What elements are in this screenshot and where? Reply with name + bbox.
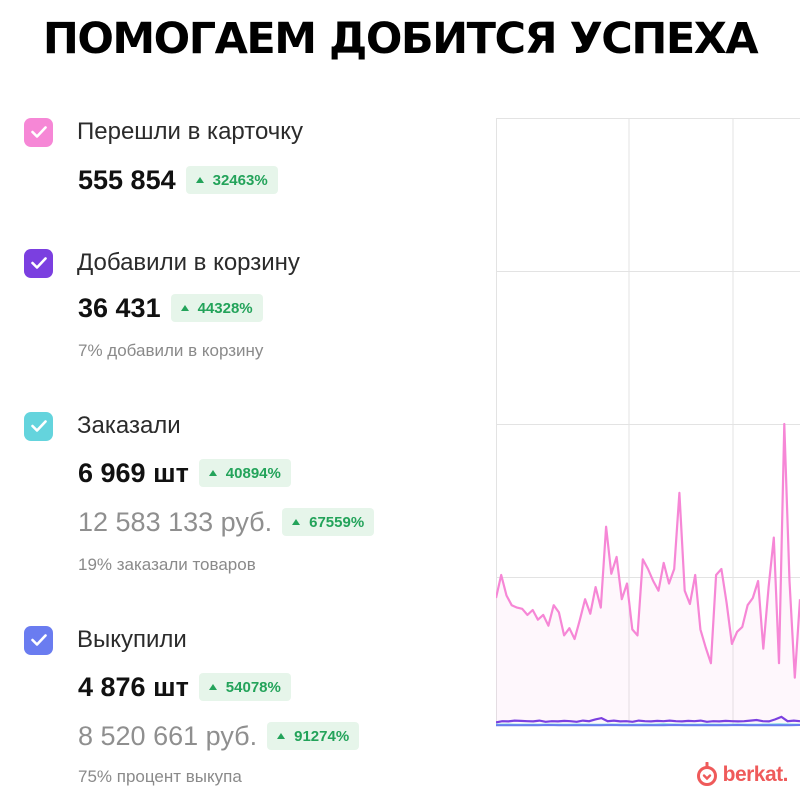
change-badge: 44328%	[170, 294, 263, 322]
brand-name: berkat.	[722, 763, 789, 786]
metric-title: Перешли в карточку	[77, 118, 304, 145]
brand-logo: berkat.	[694, 762, 789, 788]
change-badge: 54078%	[198, 673, 291, 701]
metric-secondary-row: 8 520 661 руб. 91274%	[78, 718, 360, 754]
change-badge: 40894%	[198, 459, 291, 487]
chart-canvas	[494, 118, 800, 727]
metric-title: Заказали	[77, 412, 181, 439]
series-area-card-views	[496, 424, 800, 726]
up-arrow-icon	[208, 470, 217, 476]
checkbox-orders[interactable]	[24, 411, 53, 441]
check-icon	[30, 420, 47, 432]
metric-secondary-value: 12 583 133 руб.	[78, 506, 273, 537]
metric-value-row: 6 969 шт 40894%	[78, 455, 291, 491]
series-line-cart-adds	[495, 715, 800, 724]
change-value: 44328%	[197, 299, 253, 317]
metric-orders[interactable]: Заказали	[24, 409, 181, 443]
headline: ПОМОГАЕМ ДОБИТСЯ УСПЕХА	[42, 14, 759, 64]
metric-value-row: 4 876 шт 54078%	[78, 669, 291, 705]
change-value: 54078%	[225, 678, 281, 696]
metric-value: 4 876 шт	[78, 671, 189, 702]
up-arrow-icon	[195, 177, 204, 183]
metrics-panel: Перешли в карточку 555 854 32463% Добави…	[24, 115, 375, 786]
change-badge: 91274%	[267, 722, 360, 750]
check-icon	[30, 257, 47, 269]
series-line-card-views	[494, 422, 800, 679]
up-arrow-icon	[292, 519, 301, 525]
check-icon	[30, 126, 47, 138]
change-badge: 32463%	[185, 166, 278, 194]
metric-value: 36 431	[78, 292, 161, 323]
up-arrow-icon	[208, 684, 217, 690]
metric-note: 75% процент выкупа	[78, 767, 242, 786]
change-value: 32463%	[212, 171, 268, 189]
metric-secondary-row: 12 583 133 руб. 67559%	[78, 504, 375, 540]
line-chart	[494, 118, 800, 734]
checkbox-cart-adds[interactable]	[24, 248, 53, 278]
metric-card-views[interactable]: Перешли в карточку	[24, 115, 303, 149]
metric-note: 19% заказали товаров	[78, 555, 256, 574]
metric-value-row: 555 854 32463%	[78, 162, 278, 198]
change-badge: 67559%	[282, 508, 375, 536]
metric-title: Выкупили	[77, 626, 187, 653]
up-arrow-icon	[180, 305, 189, 311]
metric-secondary-value: 8 520 661 руб.	[78, 720, 258, 751]
change-value: 91274%	[294, 727, 350, 745]
metric-value-row: 36 431 44328%	[78, 290, 263, 326]
up-arrow-icon	[277, 733, 286, 739]
change-value: 67559%	[309, 513, 365, 531]
metric-note: 7% добавили в корзину	[78, 341, 264, 360]
checkbox-buyouts[interactable]	[24, 625, 53, 655]
change-value: 40894%	[225, 464, 281, 482]
checkbox-card-views[interactable]	[24, 117, 53, 147]
metric-cart-adds[interactable]: Добавили в корзину	[24, 246, 300, 280]
metric-title: Добавили в корзину	[77, 249, 300, 276]
metric-buyouts[interactable]: Выкупили	[24, 623, 187, 657]
heart-outline-icon	[696, 762, 717, 786]
metric-value: 555 854	[78, 164, 176, 195]
check-icon	[30, 634, 47, 646]
metric-value: 6 969 шт	[78, 457, 189, 488]
